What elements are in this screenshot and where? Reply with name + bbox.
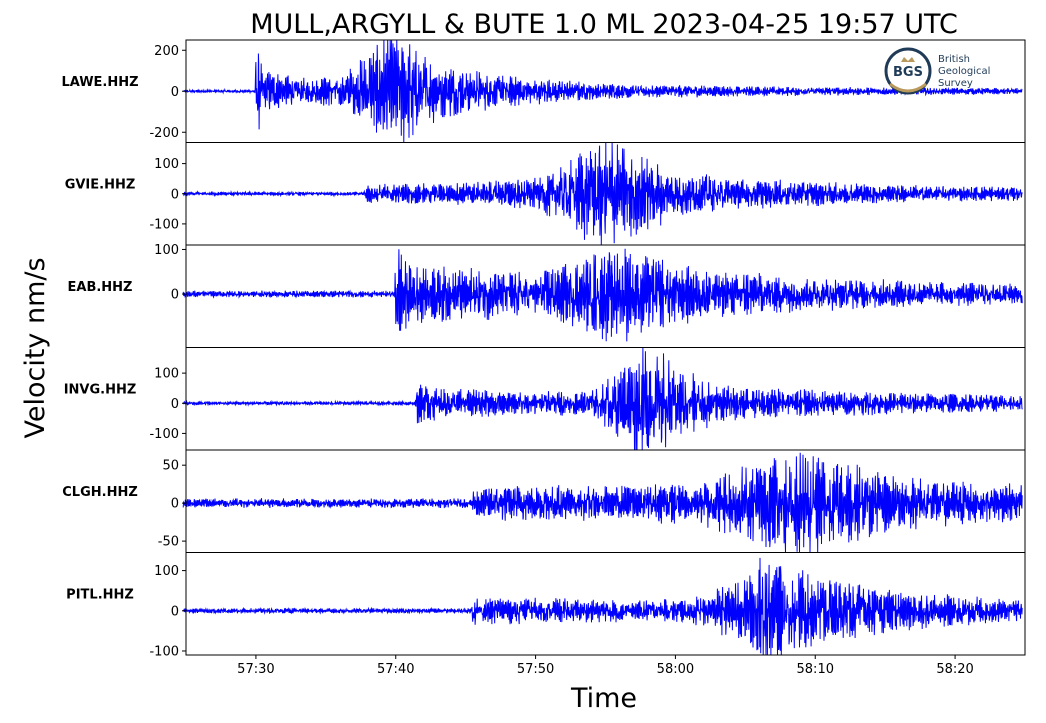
panel-GVIE.HHZ: 100 0 -100 GVIE.HHZ <box>65 142 1026 246</box>
panel-INVG.HHZ: 100 0 -100 INVG.HHZ <box>64 347 1026 451</box>
y-axis-label: Velocity nm/s <box>20 257 51 438</box>
y-tick-label: -100 <box>149 427 179 442</box>
waveform-EAB.HHZ <box>182 248 1023 342</box>
chart-title: MULL,ARGYLL & BUTE 1.0 ML 2023-04-25 19:… <box>250 9 958 40</box>
station-label: INVG.HHZ <box>64 383 137 398</box>
y-tick-label: 200 <box>154 44 179 59</box>
station-label: GVIE.HHZ <box>65 178 136 193</box>
logo-accent-arc <box>889 82 927 93</box>
y-tick-label: -100 <box>149 217 179 232</box>
panel-EAB.HHZ: 100 0 EAB.HHZ <box>68 243 1026 348</box>
y-tick-label: 100 <box>154 157 179 172</box>
x-tick-label: 57:40 <box>377 662 414 677</box>
y-tick-label: 100 <box>154 367 179 382</box>
y-tick-label: 0 <box>171 397 179 412</box>
y-tick-label: 0 <box>171 604 179 619</box>
waveform-GVIE.HHZ <box>182 142 1023 246</box>
logo-line-2: Geological <box>938 66 990 77</box>
station-label: PITL.HHZ <box>66 588 134 603</box>
crown-icon <box>901 57 915 62</box>
panel-frame <box>185 552 1026 656</box>
bgs-logo: BGS British Geological Survey <box>884 47 990 95</box>
x-tick-label: 57:50 <box>517 662 554 677</box>
x-tick-label: 57:30 <box>237 662 274 677</box>
station-label: LAWE.HHZ <box>61 75 138 90</box>
y-tick-label: -50 <box>158 535 179 550</box>
waveform-INVG.HHZ <box>183 347 1023 451</box>
y-tick-label: 0 <box>171 497 179 512</box>
waveform-LAWE.HHZ <box>183 39 1023 143</box>
x-tick-label: 58:00 <box>657 662 694 677</box>
waveform-CLGH.HHZ <box>182 452 1023 553</box>
station-label: CLGH.HHZ <box>62 485 138 500</box>
x-tick-label: 58:10 <box>797 662 834 677</box>
logo-abbr: BGS <box>893 65 923 80</box>
logo-line-3: Survey <box>938 78 973 89</box>
panels: 200 0 -200 LAWE.HHZ 100 0 -100 GVIE.HHZ 100 0 EAB.… <box>61 39 1026 659</box>
y-tick-label: 0 <box>171 187 179 202</box>
logo-ring <box>884 47 932 95</box>
x-axis-label: Time <box>570 683 637 714</box>
panel-CLGH.HHZ: 50 0 -50 CLGH.HHZ <box>62 449 1026 553</box>
waveform-PITL.HHZ <box>183 557 1023 656</box>
y-tick-label: -200 <box>149 126 179 141</box>
y-tick-label: 100 <box>154 564 179 579</box>
y-tick-label: 0 <box>171 288 179 303</box>
panel-LAWE.HHZ: 200 0 -200 LAWE.HHZ <box>61 39 1026 143</box>
panel-PITL.HHZ: 100 0 -100 PITL.HHZ <box>66 552 1026 659</box>
y-tick-label: 50 <box>162 459 179 474</box>
x-tick-label: 58:20 <box>936 662 973 677</box>
logo-line-1: British <box>938 54 970 65</box>
y-tick-label: 0 <box>171 85 179 100</box>
x-axis: 57:30 57:40 57:50 58:00 58:10 58:20 <box>237 655 974 677</box>
y-tick-label: 100 <box>154 243 179 258</box>
station-label: EAB.HHZ <box>68 280 133 295</box>
y-tick-label: -100 <box>149 644 179 659</box>
